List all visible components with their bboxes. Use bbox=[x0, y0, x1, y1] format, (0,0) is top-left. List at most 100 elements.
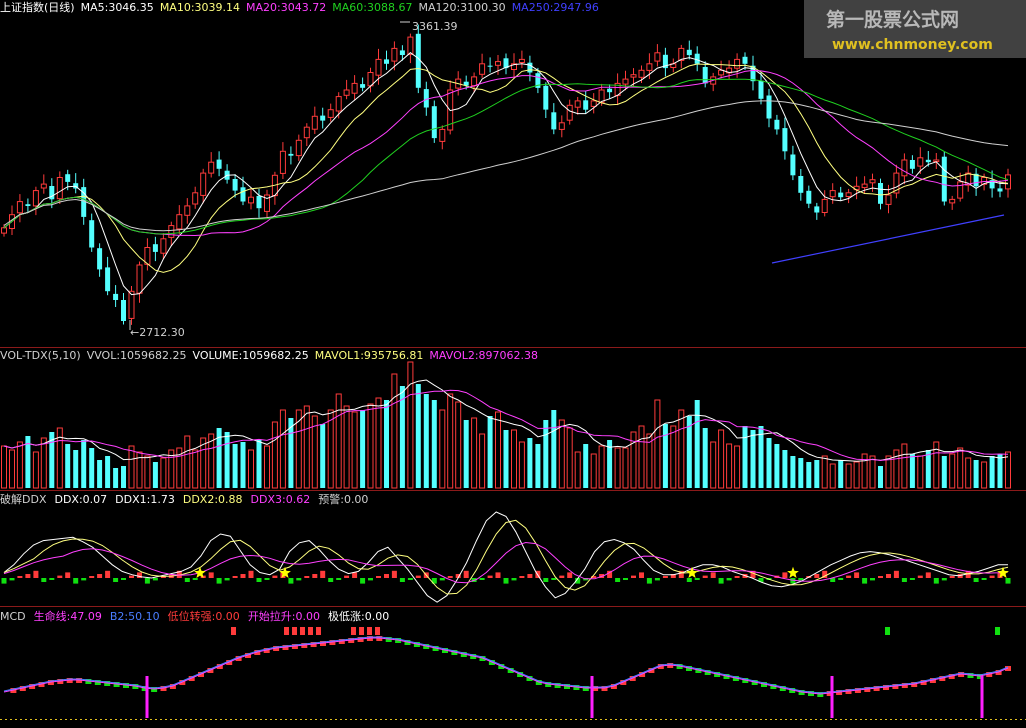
volume-bar bbox=[861, 453, 868, 489]
volume-bar bbox=[718, 429, 725, 489]
watermark-url: www.chnmoney.com bbox=[832, 37, 993, 53]
candle-body bbox=[893, 172, 900, 194]
ma5-line bbox=[3, 52, 1009, 296]
candle-body bbox=[391, 47, 398, 62]
legend-item: 极低涨:0.00 bbox=[328, 609, 389, 623]
ddx-bar bbox=[878, 576, 883, 578]
volume-bar bbox=[814, 460, 820, 488]
candle-body bbox=[105, 267, 111, 292]
volume-bar bbox=[97, 460, 103, 488]
volume-bar bbox=[279, 409, 286, 489]
volume-bar bbox=[208, 433, 215, 489]
ddx-bar bbox=[256, 578, 262, 582]
ddx-bar bbox=[710, 572, 716, 578]
ddx-bar bbox=[33, 570, 39, 578]
ddx-bar bbox=[981, 578, 987, 580]
candle-body bbox=[81, 187, 87, 217]
ddx-bar bbox=[989, 575, 995, 578]
candle-body bbox=[878, 183, 883, 204]
candle bbox=[861, 176, 868, 194]
candle-body bbox=[487, 65, 493, 67]
ddx-bar bbox=[846, 575, 852, 578]
candle bbox=[566, 99, 573, 125]
candle-body bbox=[343, 89, 350, 96]
candle-body bbox=[327, 109, 334, 118]
volume-bar bbox=[160, 457, 167, 489]
candle bbox=[479, 53, 486, 78]
candle-body bbox=[1005, 174, 1011, 190]
candle-body bbox=[678, 47, 685, 61]
candle bbox=[535, 67, 541, 94]
candle-body bbox=[407, 36, 414, 55]
candle-body bbox=[232, 179, 238, 191]
signal-spike bbox=[830, 676, 834, 718]
ddx-bar bbox=[57, 575, 63, 578]
candle bbox=[73, 173, 79, 194]
ddx-bar bbox=[391, 570, 397, 578]
volume-bar bbox=[16, 441, 23, 489]
candle-body bbox=[558, 122, 565, 130]
candle bbox=[630, 68, 637, 87]
volume-bar bbox=[885, 455, 892, 489]
ddx-bar bbox=[830, 578, 836, 582]
candle-body bbox=[925, 159, 931, 163]
ddx-bar bbox=[368, 578, 373, 581]
candle bbox=[511, 53, 517, 79]
volume-bar bbox=[367, 403, 374, 489]
volume-bar bbox=[176, 447, 183, 489]
candle bbox=[439, 125, 446, 150]
candle-body bbox=[25, 204, 31, 206]
low-turn-marker bbox=[300, 627, 305, 635]
candle bbox=[574, 97, 581, 115]
ddx-bar bbox=[360, 578, 366, 584]
candle-body bbox=[814, 206, 820, 213]
candle-body bbox=[590, 100, 597, 107]
candle-body bbox=[431, 106, 437, 139]
volume-bar bbox=[105, 456, 111, 488]
ddx-bar bbox=[734, 576, 740, 578]
warning-star-icon bbox=[194, 566, 206, 578]
volume-bar bbox=[184, 435, 191, 489]
volume-bar bbox=[447, 393, 454, 489]
candle bbox=[869, 173, 876, 192]
candle-body bbox=[399, 50, 405, 55]
ddx-bar bbox=[495, 572, 501, 578]
candle-body bbox=[543, 85, 549, 110]
ddx-bar bbox=[455, 574, 461, 578]
candle-body bbox=[216, 159, 222, 169]
candle-body bbox=[56, 177, 63, 200]
candle-body bbox=[511, 63, 517, 70]
price-panel bbox=[1, 21, 1011, 330]
candle bbox=[829, 183, 836, 204]
candle-body bbox=[598, 89, 605, 103]
low-turn-marker bbox=[375, 627, 380, 635]
candle-body bbox=[766, 95, 772, 119]
volume-bar bbox=[311, 415, 318, 489]
ddx-bar bbox=[519, 576, 525, 578]
ddx-bar bbox=[838, 578, 844, 580]
volume-bar bbox=[806, 462, 812, 488]
ddx-bar bbox=[893, 570, 899, 578]
candle bbox=[750, 55, 756, 91]
volume-bar bbox=[638, 425, 645, 489]
volume-bar bbox=[89, 448, 95, 488]
candle-body bbox=[518, 58, 525, 64]
candle bbox=[224, 164, 230, 184]
candle bbox=[614, 73, 621, 106]
legend-item: 上证指数(日线) bbox=[0, 0, 75, 14]
ddx-bar bbox=[726, 578, 732, 581]
candle-body bbox=[686, 49, 692, 56]
candle bbox=[303, 123, 310, 146]
warning-star-icon bbox=[279, 566, 291, 578]
candle-body bbox=[861, 183, 868, 189]
ddx-bar bbox=[129, 575, 134, 578]
candle-body bbox=[351, 82, 358, 94]
ddx-bar bbox=[790, 578, 796, 584]
candle-body bbox=[136, 264, 143, 294]
candle-body bbox=[16, 201, 23, 214]
volume-bar bbox=[423, 394, 429, 488]
candle bbox=[360, 77, 366, 92]
candle-body bbox=[622, 78, 629, 85]
volume-bar bbox=[113, 468, 119, 488]
candle bbox=[766, 88, 772, 128]
